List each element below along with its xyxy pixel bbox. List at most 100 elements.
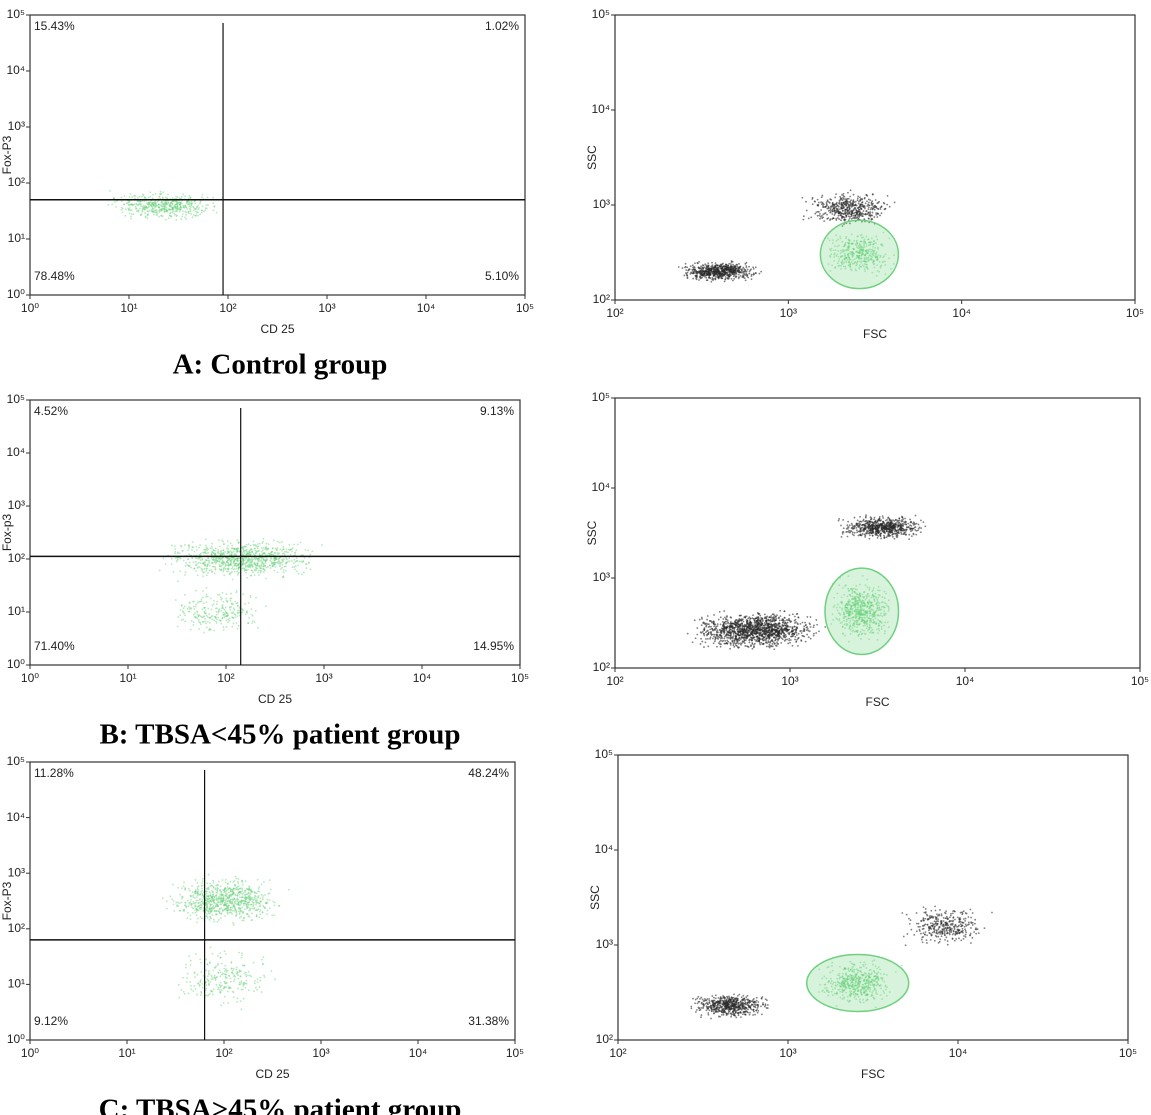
event-dot [746, 267, 748, 269]
y-axis-label: Fox-P3 [0, 135, 14, 174]
panel-caption: A: Control group [173, 349, 388, 381]
event-dot [287, 552, 289, 554]
event-dot [257, 543, 259, 545]
event-dot [232, 579, 234, 581]
event-dot [783, 631, 785, 633]
event-dot [832, 210, 834, 212]
event-dot [741, 276, 743, 278]
event-dot [733, 639, 735, 641]
event-dot [109, 190, 111, 192]
event-dot [693, 272, 695, 274]
event-dot [208, 560, 210, 562]
event-dot [872, 534, 874, 536]
event-dot [202, 596, 204, 598]
event-dot [241, 567, 243, 569]
event-dot [705, 277, 707, 279]
event-dot [839, 199, 841, 201]
event-dot [752, 614, 754, 616]
event-dot [788, 640, 790, 642]
event-dot [825, 206, 827, 208]
event-dot [720, 623, 722, 625]
event-dot [686, 266, 688, 268]
event-dot [207, 563, 209, 565]
event-dot [209, 547, 211, 549]
event-dot [871, 203, 873, 205]
event-dot [776, 641, 778, 643]
event-dot [886, 519, 888, 521]
event-dot [724, 267, 726, 269]
event-dot [743, 632, 745, 634]
event-dot [298, 561, 300, 563]
event-dot [236, 602, 238, 604]
event-dot [230, 542, 232, 544]
event-dot [839, 208, 841, 210]
event-dot [182, 611, 184, 613]
event-dot [843, 193, 845, 195]
event-dot [857, 210, 859, 212]
event-dot [835, 193, 837, 195]
event-dot [871, 200, 873, 202]
event-dot [755, 266, 757, 268]
event-dot [279, 542, 281, 544]
event-dot [232, 617, 234, 619]
event-dot [763, 643, 765, 645]
event-dot [184, 614, 186, 616]
event-dot [784, 624, 786, 626]
event-dot [752, 632, 754, 634]
event-dot [250, 545, 252, 547]
event-dot [264, 562, 266, 564]
event-dot [726, 642, 728, 644]
event-dot [719, 266, 721, 268]
event-dot [779, 625, 781, 627]
event-dot [753, 268, 755, 270]
event-dot [857, 196, 859, 198]
event-dot [193, 214, 195, 216]
event-dot [246, 577, 248, 579]
event-dot [852, 200, 854, 202]
event-dot [205, 549, 207, 551]
event-dot [806, 634, 808, 636]
event-dot [197, 215, 199, 217]
event-dot [179, 209, 181, 211]
event-dot [163, 205, 165, 207]
event-dot [764, 613, 766, 615]
event-dot [223, 629, 225, 631]
event-dot [761, 618, 763, 620]
event-dot [866, 200, 868, 202]
event-dot [766, 616, 768, 618]
event-dot [863, 519, 865, 521]
event-dot [211, 552, 213, 554]
event-dot [142, 208, 144, 210]
event-dot [263, 568, 265, 570]
event-dot [784, 628, 786, 630]
event-dot [234, 565, 236, 567]
quadrant-percent: 9.13% [480, 404, 514, 418]
event-dot [227, 615, 229, 617]
event-dot [255, 544, 257, 546]
event-dot [295, 561, 297, 563]
event-dot [788, 633, 790, 635]
event-dot [832, 203, 834, 205]
event-dot [749, 642, 751, 644]
event-dot [702, 267, 704, 269]
event-dot [142, 193, 144, 195]
event-dot [696, 627, 698, 629]
event-dot [739, 627, 741, 629]
event-dot [226, 547, 228, 549]
event-dot [720, 637, 722, 639]
event-dot [792, 645, 794, 647]
event-dot [222, 592, 224, 594]
event-dot [252, 620, 254, 622]
event-dot [259, 560, 261, 562]
event-dot [236, 567, 238, 569]
event-dot [714, 269, 716, 271]
event-dot [708, 626, 710, 628]
event-dot [864, 206, 866, 208]
event-dot [702, 270, 704, 272]
event-dot [188, 553, 190, 555]
event-dot [849, 196, 851, 198]
event-dot [882, 515, 884, 517]
event-dot [156, 214, 158, 216]
event-dot [809, 630, 811, 632]
event-dot [113, 197, 115, 199]
